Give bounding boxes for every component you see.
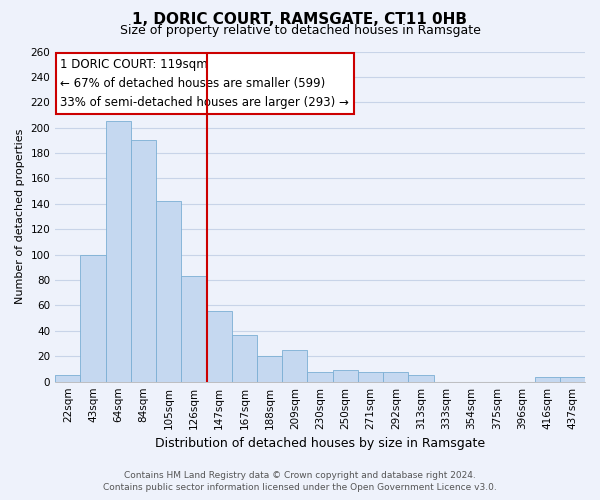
Bar (332, 370, 358, 382)
Bar (257, 356, 282, 382)
Text: 1, DORIC COURT, RAMSGATE, CT11 0HB: 1, DORIC COURT, RAMSGATE, CT11 0HB (133, 12, 467, 28)
Bar (383, 372, 409, 382)
Bar (535, 376, 560, 382)
Bar (181, 276, 206, 382)
Bar (307, 372, 332, 382)
Bar (560, 376, 585, 382)
Bar (55, 376, 80, 382)
Bar (206, 310, 232, 382)
Bar (232, 334, 257, 382)
Bar (358, 372, 383, 382)
Bar (131, 140, 156, 382)
Bar (106, 122, 131, 382)
Text: 1 DORIC COURT: 119sqm
← 67% of detached houses are smaller (599)
33% of semi-det: 1 DORIC COURT: 119sqm ← 67% of detached … (61, 58, 349, 109)
Bar (409, 376, 434, 382)
Bar (156, 202, 181, 382)
Bar (282, 350, 307, 382)
Text: Contains HM Land Registry data © Crown copyright and database right 2024.
Contai: Contains HM Land Registry data © Crown c… (103, 471, 497, 492)
X-axis label: Distribution of detached houses by size in Ramsgate: Distribution of detached houses by size … (155, 437, 485, 450)
Bar (80, 254, 106, 382)
Text: Size of property relative to detached houses in Ramsgate: Size of property relative to detached ho… (119, 24, 481, 37)
Y-axis label: Number of detached properties: Number of detached properties (15, 129, 25, 304)
